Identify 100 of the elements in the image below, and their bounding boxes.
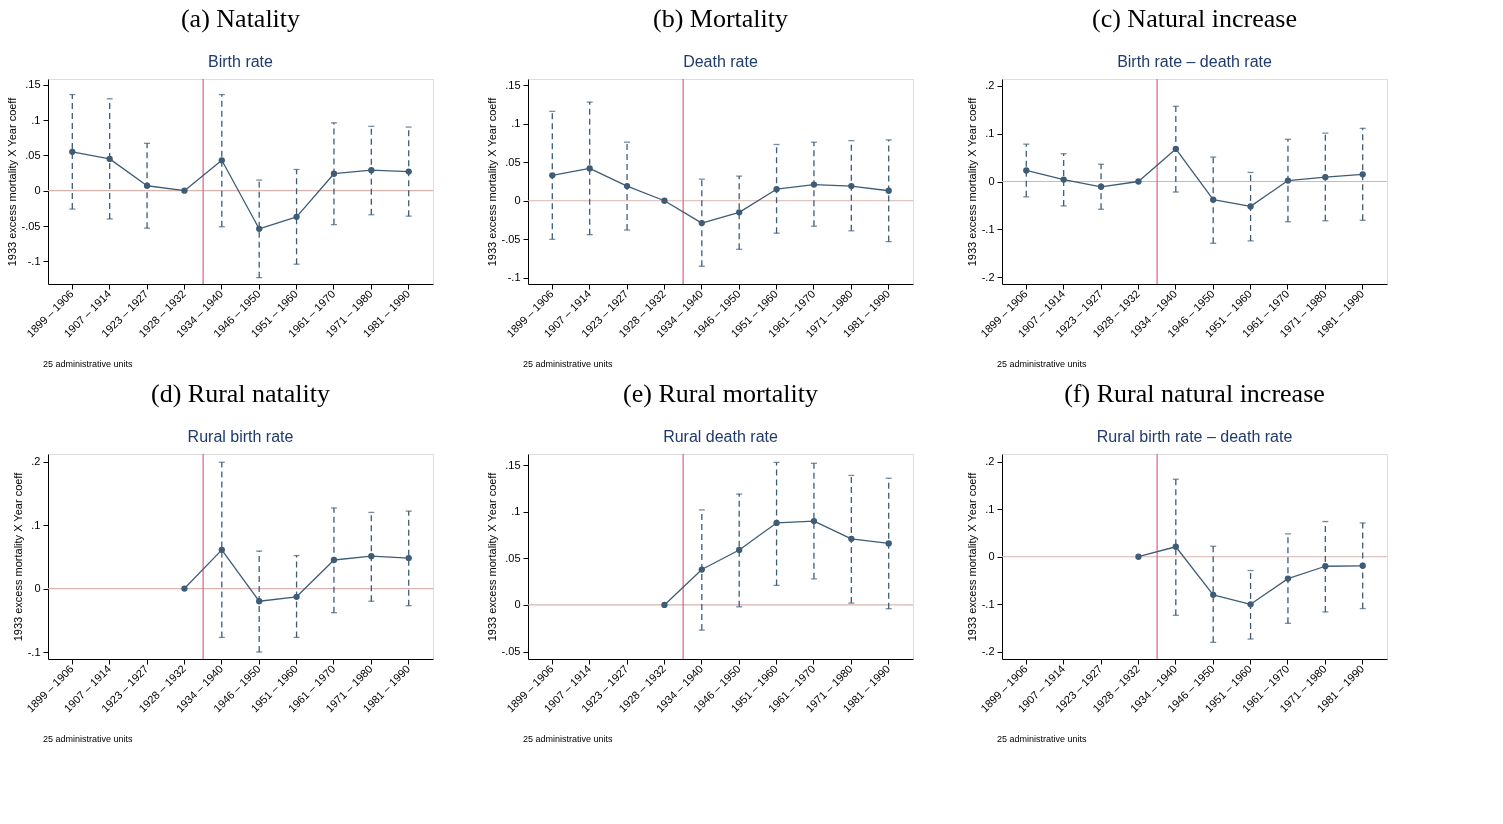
y-tick-label: -.1 (27, 645, 41, 658)
y-tick-label: 0 (514, 194, 521, 207)
point (848, 535, 855, 542)
y-tick-label: -.2 (981, 645, 995, 658)
y-tick-label: .1 (31, 113, 41, 126)
point (330, 170, 338, 177)
point (256, 225, 263, 233)
y-tick-label: .2 (31, 455, 41, 468)
point (69, 148, 76, 155)
point (810, 181, 818, 188)
y-tick-label: 0 (514, 598, 521, 611)
y-tick-label: -.1 (981, 597, 995, 610)
chart-title: (c) Natural increase (1092, 4, 1297, 34)
point (586, 165, 593, 172)
y-tick-label: -.05 (501, 232, 521, 245)
point (1210, 591, 1217, 598)
y-tick-label: .05 (505, 155, 521, 168)
y-axis-title: 1933 excess mortality X Year coeff (11, 471, 24, 642)
chart-subtitle: Death rate (683, 53, 758, 71)
y-axis-title: 1933 excess mortality X Year coeff (485, 96, 498, 267)
point (773, 186, 780, 193)
text: 25 administrative units (523, 359, 614, 369)
point (848, 182, 855, 190)
text: 25 administrative units (523, 734, 614, 744)
point (549, 172, 556, 179)
chart-title: (e) Rural mortality (623, 379, 818, 409)
point (1284, 177, 1292, 184)
point (623, 182, 631, 190)
y-tick-label: .05 (505, 551, 521, 564)
y-tick-label: 0 (988, 550, 995, 563)
point (810, 517, 818, 525)
y-tick-label: 0 (34, 184, 41, 197)
point (1097, 183, 1105, 190)
point (293, 593, 300, 600)
y-tick-label: .1 (511, 117, 521, 130)
y-axis-title: 1933 excess mortality X Year coeff (485, 471, 498, 642)
chart-title: (b) Mortality (652, 4, 789, 34)
chart-title: (d) Rural natality (150, 379, 331, 409)
point (330, 556, 338, 564)
point (405, 168, 412, 175)
point (218, 157, 225, 164)
chart-subtitle: Rural birth rate – death rate (1096, 428, 1293, 446)
point (181, 187, 188, 194)
chart-subtitle: Rural birth rate (187, 428, 294, 446)
y-axis-title: 1933 excess mortality X Year coeff (5, 96, 18, 267)
point (698, 219, 705, 227)
y-tick-label: -.05 (21, 219, 41, 232)
point (1322, 174, 1329, 181)
y-axis-title: 1933 excess mortality X Year coeff (965, 471, 978, 642)
point (1359, 171, 1366, 178)
point (1284, 575, 1292, 582)
point (698, 566, 705, 573)
y-tick-label: -.1 (27, 254, 41, 267)
point (1247, 203, 1254, 210)
text: 25 administrative units (997, 359, 1088, 369)
chart-subtitle: Birth rate – death rate (1117, 53, 1272, 71)
point (405, 554, 412, 562)
y-tick-label: .15 (505, 78, 521, 91)
y-tick-label: .05 (25, 148, 41, 161)
point (1135, 553, 1142, 560)
text: 25 administrative units (43, 359, 134, 369)
point (1172, 145, 1179, 153)
y-tick-label: .15 (505, 458, 521, 471)
chart-subtitle: Rural death rate (663, 428, 778, 446)
y-tick-label: -.2 (981, 270, 995, 283)
point (1359, 562, 1366, 569)
point (256, 598, 263, 605)
y-tick-label: .15 (25, 78, 41, 91)
point (181, 585, 188, 592)
point (661, 601, 668, 609)
point (885, 187, 892, 194)
point (368, 553, 375, 560)
chart-title: (a) Natality (180, 4, 301, 34)
point (1060, 176, 1067, 183)
point (1247, 601, 1254, 608)
point (773, 519, 780, 527)
point (1322, 563, 1329, 570)
y-tick-label: -.05 (501, 645, 521, 658)
y-tick-label: .1 (511, 505, 521, 518)
y-tick-label: .1 (985, 127, 995, 140)
text: 25 administrative units (997, 734, 1088, 744)
point (1172, 543, 1179, 550)
y-axis-title: 1933 excess mortality X Year coeff (965, 96, 978, 267)
y-tick-label: .1 (985, 502, 995, 515)
y-tick-label: -.1 (507, 271, 521, 284)
y-tick-label: -.1 (981, 222, 995, 235)
chart-title: (f) Rural natural increase (1064, 379, 1325, 409)
point (143, 182, 151, 189)
point (885, 540, 892, 547)
point (293, 213, 300, 220)
point (106, 155, 113, 163)
point (736, 209, 743, 216)
point (736, 546, 743, 554)
point (368, 167, 375, 174)
point (1135, 178, 1142, 185)
point (1210, 196, 1217, 203)
y-tick-label: .2 (985, 79, 995, 92)
text: 25 administrative units (43, 734, 134, 744)
y-tick-label: 0 (34, 582, 41, 595)
chart-subtitle: Birth rate (208, 53, 274, 71)
